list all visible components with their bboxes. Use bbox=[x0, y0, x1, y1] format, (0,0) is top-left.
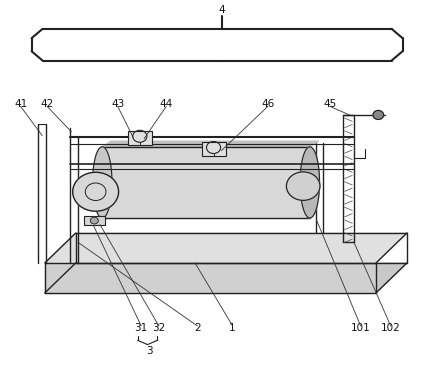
Text: 101: 101 bbox=[351, 323, 370, 334]
Polygon shape bbox=[45, 263, 376, 293]
FancyBboxPatch shape bbox=[128, 131, 152, 145]
Circle shape bbox=[373, 111, 384, 120]
Text: 43: 43 bbox=[111, 99, 124, 109]
Text: 102: 102 bbox=[381, 323, 400, 334]
Polygon shape bbox=[102, 147, 310, 218]
Circle shape bbox=[73, 172, 119, 211]
Text: 31: 31 bbox=[135, 323, 148, 334]
Text: 44: 44 bbox=[159, 99, 173, 109]
Polygon shape bbox=[300, 147, 319, 218]
Text: 32: 32 bbox=[152, 323, 165, 334]
FancyBboxPatch shape bbox=[202, 142, 226, 156]
FancyBboxPatch shape bbox=[84, 216, 105, 226]
Text: 46: 46 bbox=[261, 99, 275, 109]
Circle shape bbox=[287, 172, 320, 200]
Text: 3: 3 bbox=[147, 346, 153, 356]
Polygon shape bbox=[45, 233, 407, 263]
Text: 4: 4 bbox=[218, 5, 225, 15]
Polygon shape bbox=[102, 141, 319, 147]
Text: 45: 45 bbox=[323, 99, 336, 109]
Polygon shape bbox=[45, 263, 407, 293]
Circle shape bbox=[90, 217, 98, 224]
Text: 41: 41 bbox=[14, 99, 27, 109]
Text: 2: 2 bbox=[194, 323, 201, 334]
Text: 42: 42 bbox=[40, 99, 54, 109]
Text: 1: 1 bbox=[229, 323, 236, 334]
Polygon shape bbox=[93, 147, 112, 218]
